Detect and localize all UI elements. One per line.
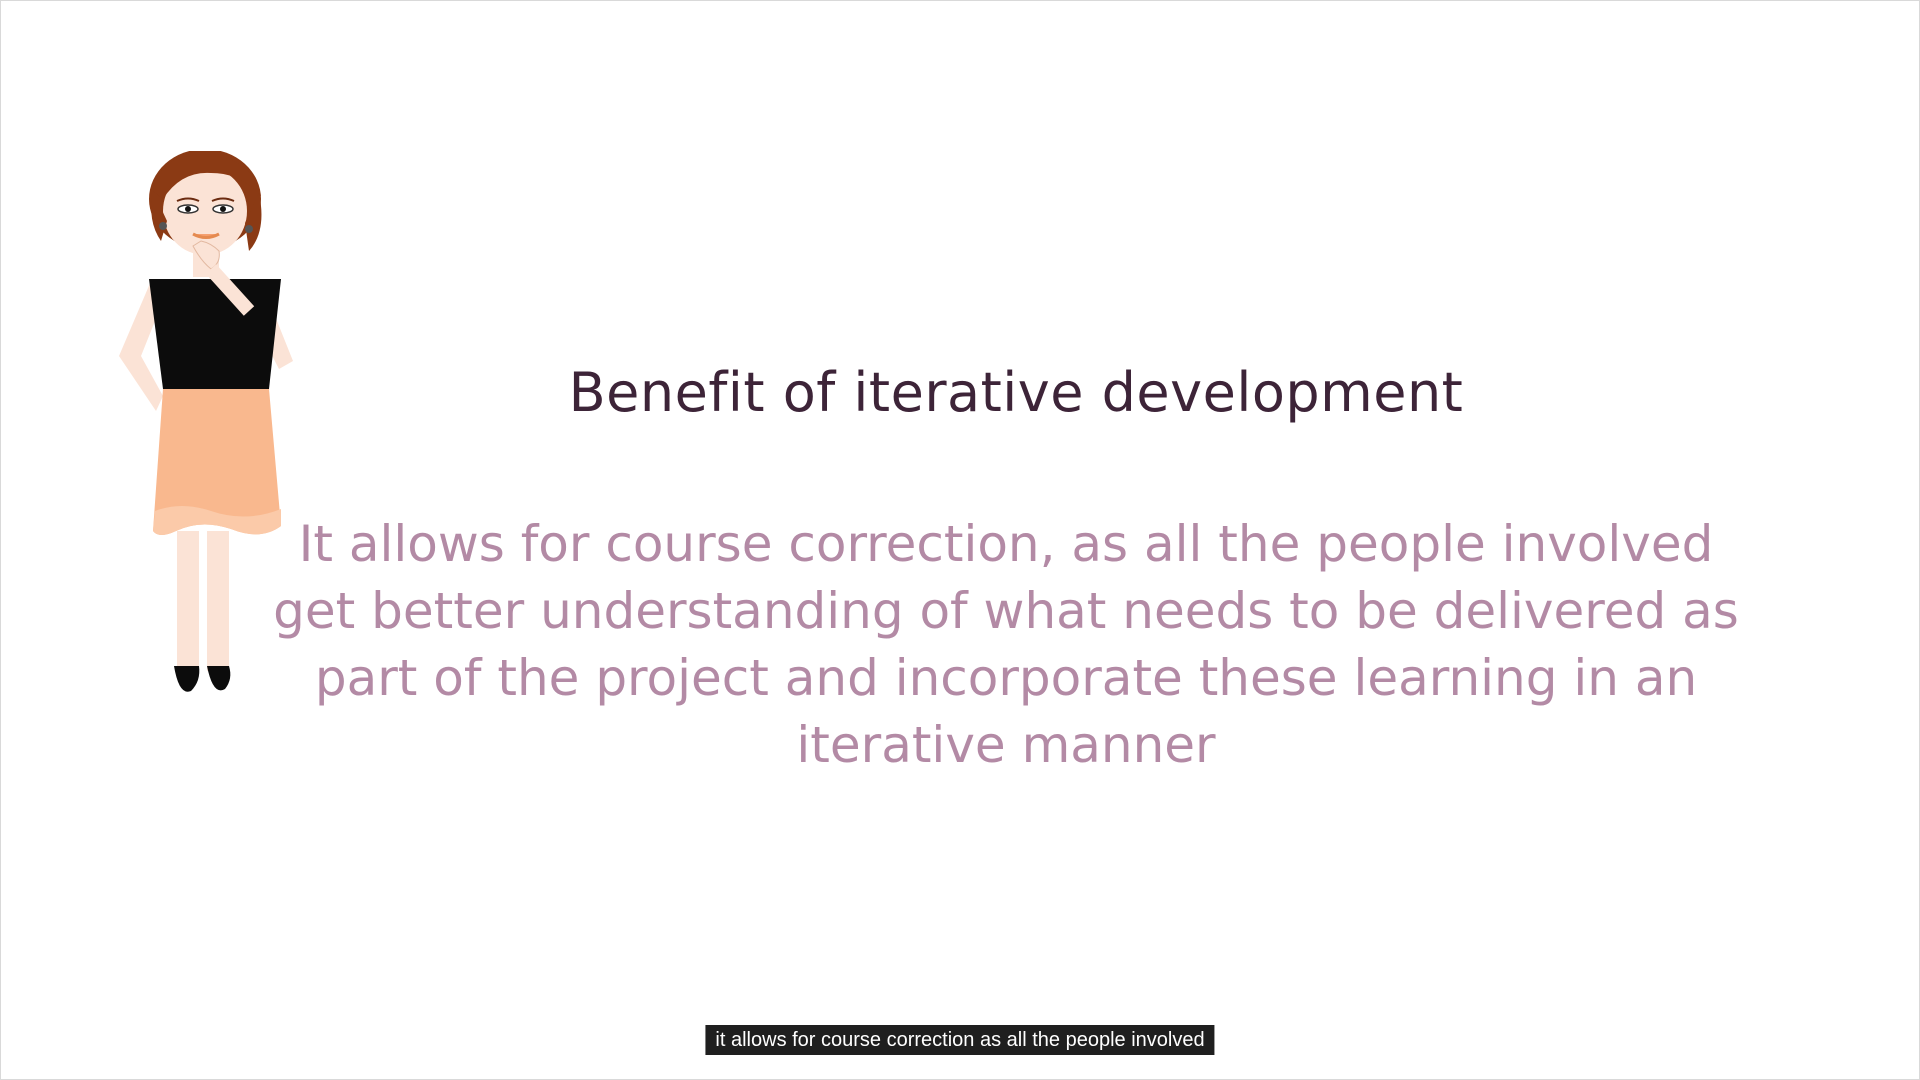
slide-title: Benefit of iterative development (568, 361, 1464, 424)
subtitle-caption: it allows for course correction as all t… (705, 1025, 1215, 1055)
woman-thinking-illustration (119, 151, 293, 692)
slide-body-text: It allows for course correction, as all … (273, 515, 1739, 774)
